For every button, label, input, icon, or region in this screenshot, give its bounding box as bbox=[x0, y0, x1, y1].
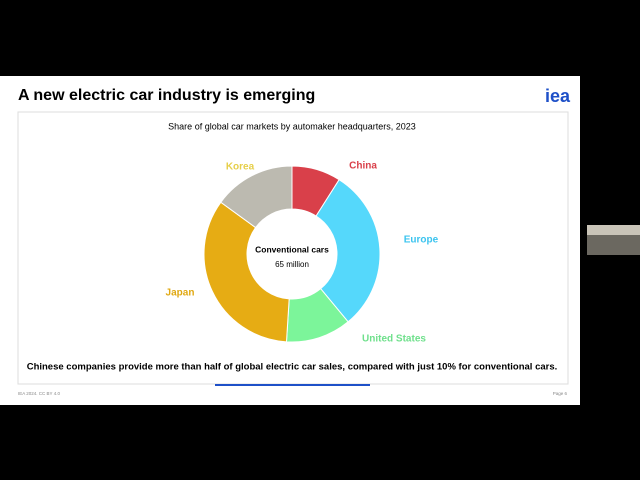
segment-label: Korea bbox=[226, 162, 255, 173]
slide bbox=[0, 76, 580, 405]
center-sublabel: 65 million bbox=[275, 260, 309, 269]
slide-title: A new electric car industry is emerging bbox=[18, 87, 315, 104]
footer-left: IEA 2024. CC BY 4.0 bbox=[18, 391, 60, 396]
footer-right: Page 6 bbox=[553, 391, 568, 396]
center-label: Conventional cars bbox=[255, 244, 329, 254]
segment-label: China bbox=[349, 161, 377, 172]
segment-label: United States bbox=[362, 334, 426, 345]
logo: iea bbox=[545, 86, 571, 106]
donut-segment bbox=[203, 201, 290, 343]
caption: Chinese companies provide more than half… bbox=[27, 362, 558, 373]
segment-label: Europe bbox=[404, 235, 439, 246]
video-thumbnail-wall bbox=[587, 225, 640, 235]
segment-label: Japan bbox=[166, 288, 195, 299]
donut-segment bbox=[315, 179, 381, 323]
chart-title: Share of global car markets by automaker… bbox=[168, 121, 416, 131]
donut-segment bbox=[220, 165, 293, 229]
donut bbox=[203, 165, 381, 343]
